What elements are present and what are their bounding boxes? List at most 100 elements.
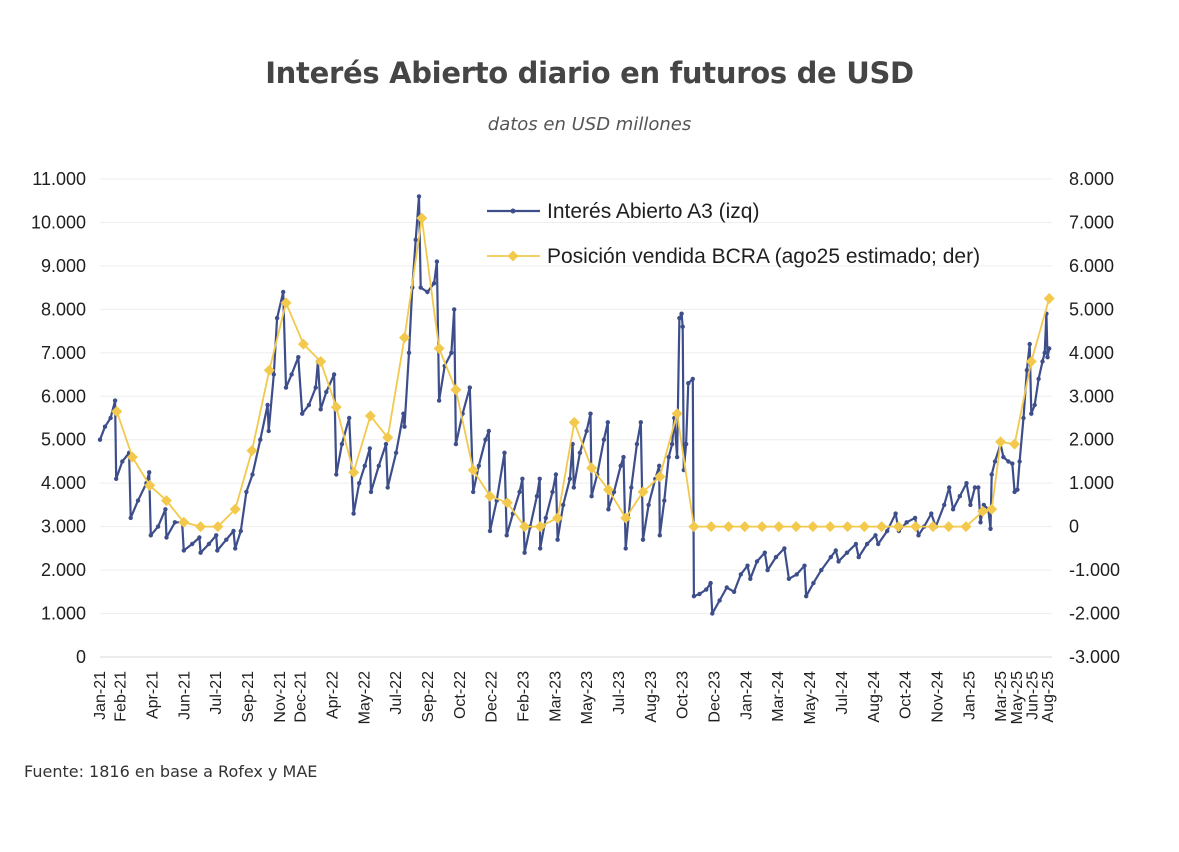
data-point-interes-abierto bbox=[368, 489, 374, 495]
data-point-posicion-bcra bbox=[986, 503, 998, 515]
y-right-tick-label: 8.000 bbox=[1069, 169, 1114, 189]
data-point-posicion-bcra bbox=[178, 516, 190, 528]
data-point-interes-abierto bbox=[190, 541, 195, 547]
data-point-posicion-bcra bbox=[111, 405, 123, 417]
data-point-interes-abierto bbox=[697, 591, 702, 597]
data-point-interes-abierto bbox=[679, 311, 684, 316]
data-point-interes-abierto bbox=[331, 372, 337, 377]
data-point-posicion-bcra bbox=[995, 436, 1007, 448]
data-point-interes-abierto bbox=[1006, 459, 1011, 464]
data-point-interes-abierto bbox=[502, 450, 507, 455]
y-axis-right: -3.000 -2.000 -1.000 0 1.000 2.000 3.000 4.000 5… bbox=[1069, 169, 1120, 667]
data-point-posicion-bcra bbox=[842, 521, 854, 533]
x-tick-label: Dec-21 bbox=[293, 671, 310, 723]
data-point-interes-abierto bbox=[543, 515, 548, 521]
data-point-interes-abierto bbox=[266, 428, 271, 434]
data-point-posicion-bcra bbox=[315, 356, 327, 368]
data-point-interes-abierto bbox=[964, 481, 969, 486]
data-point-posicion-bcra bbox=[263, 364, 275, 376]
x-tick-label: May-23 bbox=[579, 671, 596, 724]
y-left-tick-label: 6.000 bbox=[41, 386, 86, 406]
data-point-interes-abierto bbox=[794, 572, 799, 577]
data-point-posicion-bcra bbox=[723, 521, 735, 533]
data-point-interes-abierto bbox=[745, 563, 750, 568]
data-point-interes-abierto bbox=[416, 194, 422, 199]
y-right-tick-label: 6.000 bbox=[1069, 256, 1114, 276]
data-point-interes-abierto bbox=[244, 489, 249, 495]
data-point-posicion-bcra bbox=[943, 521, 955, 533]
data-point-interes-abierto bbox=[112, 398, 118, 403]
data-point-interes-abierto bbox=[553, 472, 559, 477]
data-point-interes-abierto bbox=[517, 489, 522, 495]
data-point-interes-abierto bbox=[418, 285, 423, 290]
data-point-interes-abierto bbox=[555, 537, 560, 542]
data-point-interes-abierto bbox=[1017, 459, 1022, 464]
data-point-interes-abierto bbox=[181, 548, 186, 553]
data-point-interes-abierto bbox=[1001, 454, 1006, 460]
data-point-interes-abierto bbox=[577, 450, 583, 455]
data-point-interes-abierto bbox=[1015, 487, 1020, 492]
data-point-interes-abierto bbox=[893, 511, 898, 516]
x-tick-label: Aug-23 bbox=[643, 671, 660, 723]
data-point-interes-abierto bbox=[912, 515, 918, 521]
data-point-interes-abierto bbox=[550, 489, 555, 495]
data-point-interes-abierto bbox=[537, 476, 542, 481]
y-right-tick-label: 3.000 bbox=[1069, 386, 1114, 406]
data-point-interes-abierto bbox=[833, 548, 838, 553]
data-point-posicion-bcra bbox=[467, 464, 479, 476]
data-point-posicion-bcra bbox=[416, 212, 428, 224]
data-point-interes-abierto bbox=[677, 315, 682, 321]
y-right-tick-label: -2.000 bbox=[1069, 604, 1120, 624]
data-point-interes-abierto bbox=[690, 376, 695, 382]
data-point-posicion-bcra bbox=[144, 479, 156, 491]
data-point-posicion-bcra bbox=[977, 505, 989, 517]
data-point-interes-abierto bbox=[347, 415, 352, 421]
data-point-interes-abierto bbox=[762, 550, 767, 555]
legend-label-interes-abierto: Interés Abierto A3 (izq) bbox=[547, 200, 759, 223]
chart-title: Interés Abierto diario en futuros de USD bbox=[265, 56, 914, 90]
data-point-interes-abierto bbox=[172, 520, 178, 525]
data-point-interes-abierto bbox=[864, 541, 870, 547]
data-point-posicion-bcra bbox=[519, 521, 531, 533]
x-tick-label: Jul-24 bbox=[834, 671, 851, 715]
data-point-interes-abierto bbox=[164, 535, 169, 540]
data-point-interes-abierto bbox=[584, 428, 589, 434]
data-point-posicion-bcra bbox=[824, 521, 836, 533]
data-point-interes-abierto bbox=[318, 407, 323, 412]
data-point-interes-abierto bbox=[215, 548, 220, 553]
x-tick-label: Oct-23 bbox=[675, 671, 692, 719]
data-point-posicion-bcra bbox=[195, 521, 207, 533]
x-tick-label: May-24 bbox=[802, 671, 819, 724]
data-point-interes-abierto bbox=[992, 459, 998, 464]
data-point-interes-abierto bbox=[754, 559, 760, 564]
data-point-posicion-bcra bbox=[433, 342, 445, 354]
data-point-posicion-bcra bbox=[501, 497, 513, 509]
data-point-interes-abierto bbox=[376, 463, 381, 468]
data-point-interes-abierto bbox=[618, 463, 623, 468]
data-point-posicion-bcra bbox=[160, 495, 172, 507]
data-point-interes-abierto bbox=[296, 355, 301, 360]
data-point-posicion-bcra bbox=[297, 338, 309, 350]
data-point-interes-abierto bbox=[436, 398, 442, 403]
data-point-interes-abierto bbox=[163, 507, 168, 512]
data-point-interes-abierto bbox=[738, 572, 743, 577]
data-point-interes-abierto bbox=[1040, 359, 1045, 364]
y-right-tick-label: 7.000 bbox=[1069, 212, 1114, 232]
x-tick-label: May-25 bbox=[1009, 671, 1026, 724]
data-point-interes-abierto bbox=[148, 533, 153, 538]
x-tick-label: Jun-25 bbox=[1024, 671, 1041, 720]
data-point-interes-abierto bbox=[828, 554, 833, 560]
y-left-tick-label: 1.000 bbox=[41, 604, 86, 624]
data-point-interes-abierto bbox=[623, 546, 628, 551]
data-point-interes-abierto bbox=[666, 454, 671, 460]
data-point-interes-abierto bbox=[1036, 376, 1041, 382]
x-tick-label: Dec-22 bbox=[484, 671, 501, 723]
data-point-posicion-bcra bbox=[229, 503, 241, 515]
data-point-interes-abierto bbox=[683, 441, 689, 447]
data-point-posicion-bcra bbox=[382, 432, 394, 444]
data-point-interes-abierto bbox=[283, 385, 289, 390]
data-point-interes-abierto bbox=[334, 472, 339, 477]
data-point-interes-abierto bbox=[657, 463, 662, 468]
data-point-posicion-bcra bbox=[552, 512, 564, 524]
y-axis-left: 0 1.000 2.000 3.000 4.000 5.000 6.000 7.000 8.00… bbox=[31, 169, 86, 667]
